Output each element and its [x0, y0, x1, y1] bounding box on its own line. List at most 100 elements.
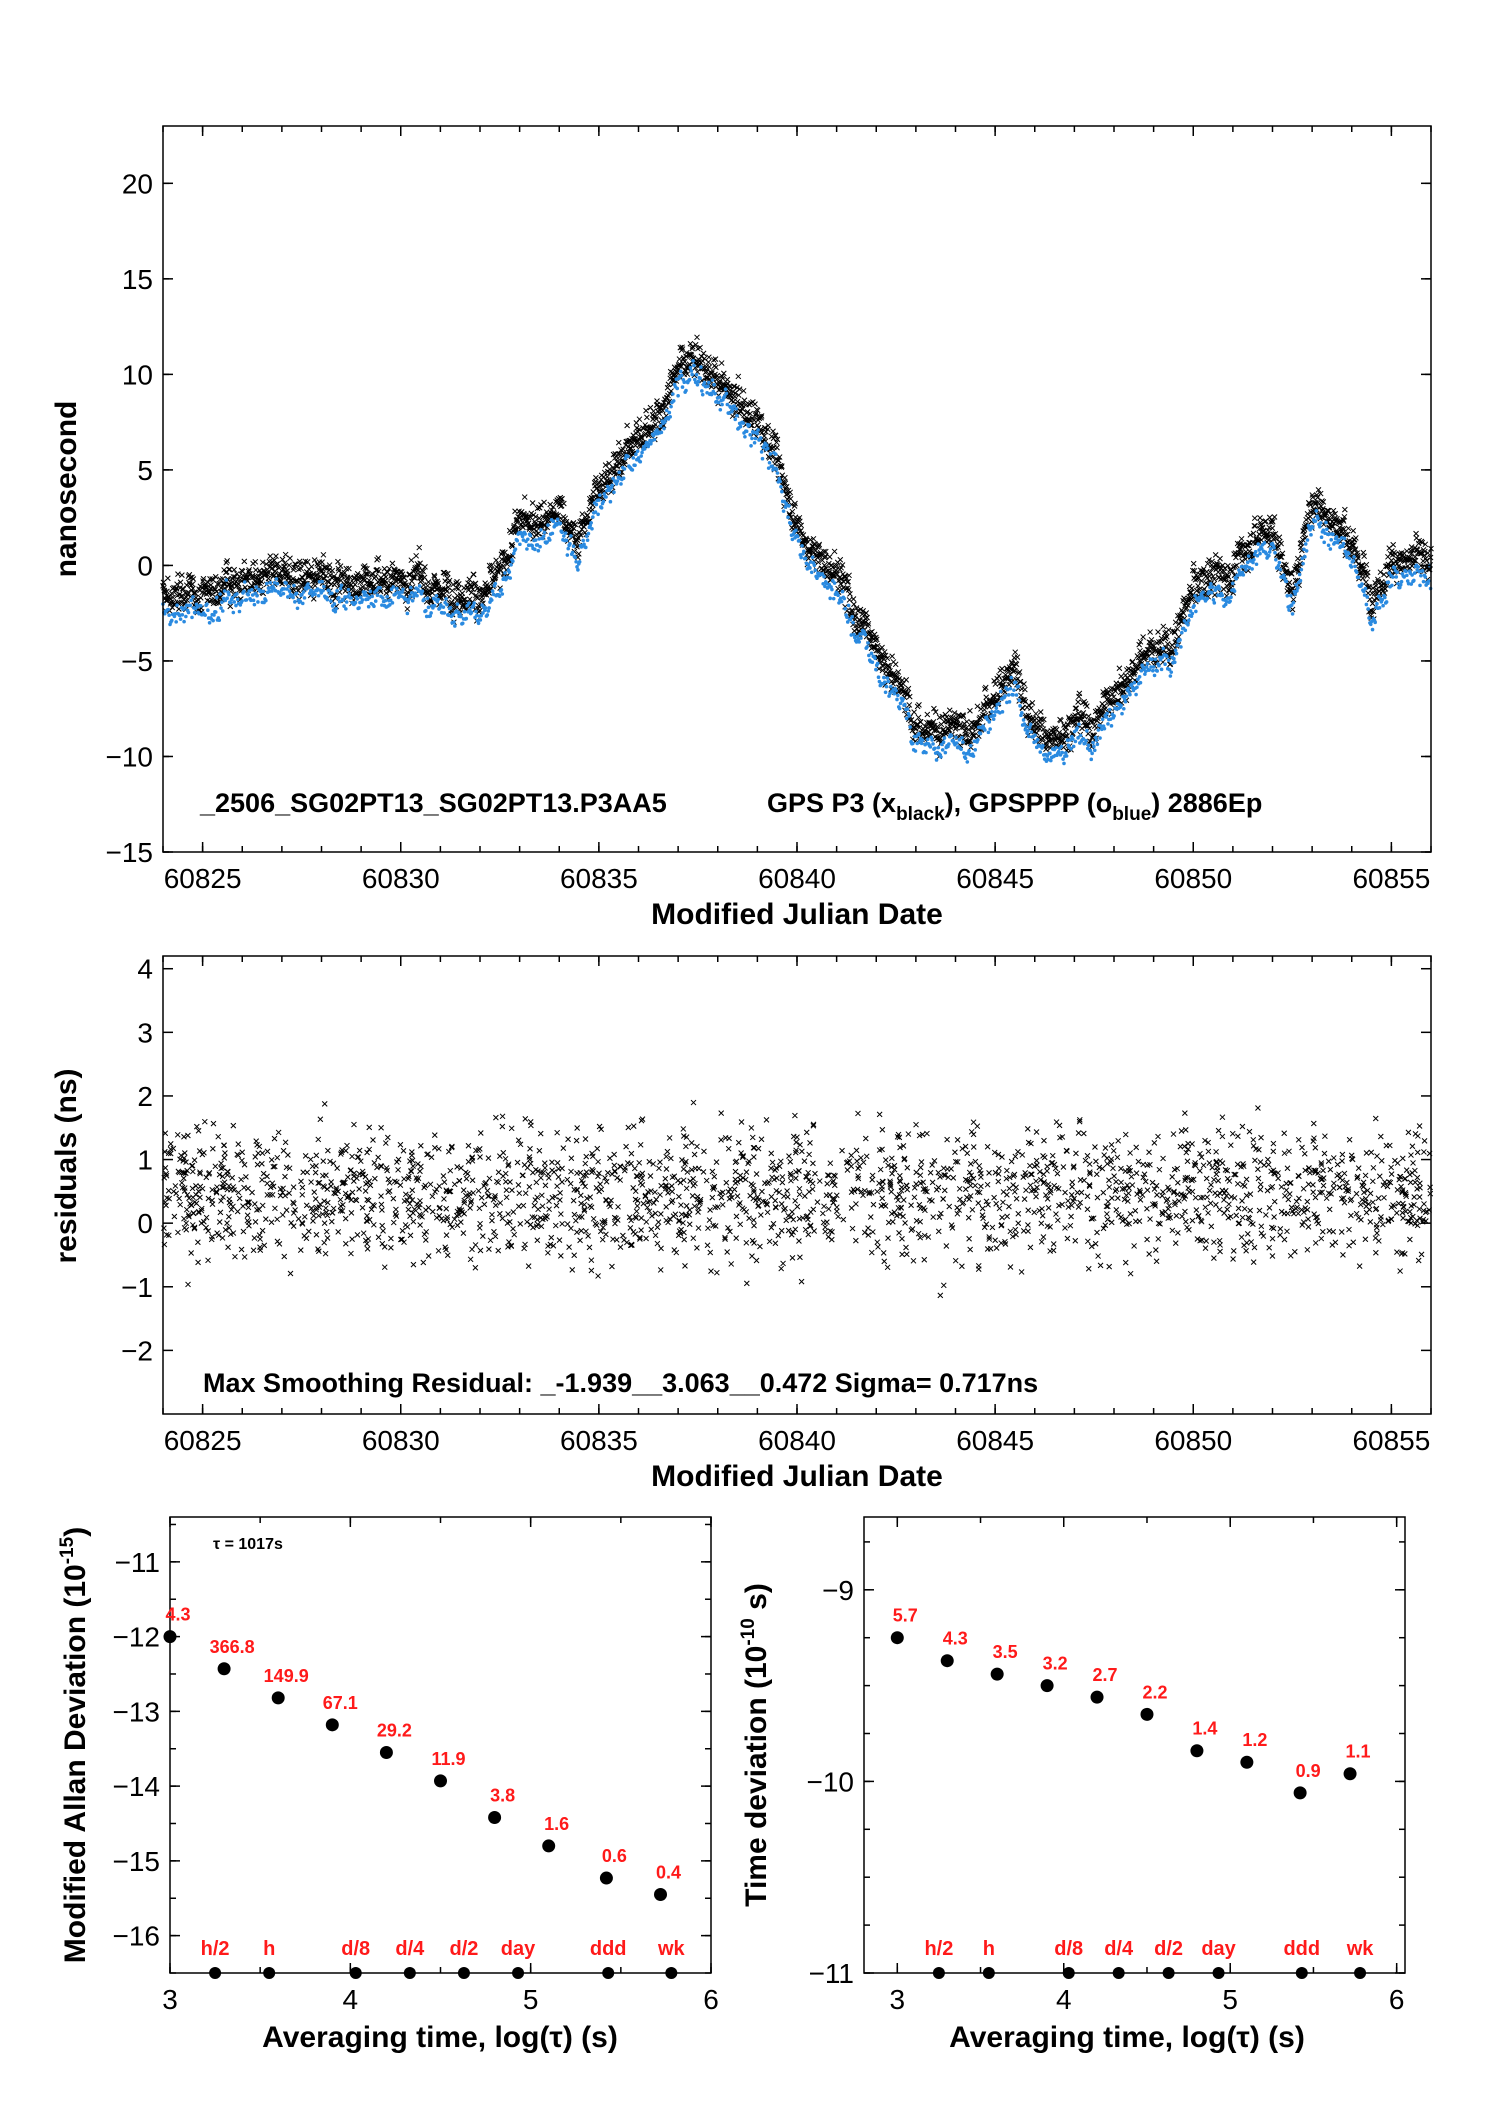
blue-point	[581, 538, 585, 543]
blue-point	[1274, 557, 1278, 562]
blue-point	[213, 610, 218, 614]
residual-point	[1388, 1164, 1394, 1171]
blue-point	[594, 502, 599, 507]
blue-point	[274, 577, 279, 581]
blue-point	[753, 436, 758, 441]
blue-point	[659, 430, 664, 435]
residual-point	[655, 1219, 662, 1225]
blue-point	[1234, 576, 1239, 581]
blue-point	[1096, 728, 1101, 732]
black-x-point	[308, 563, 315, 570]
black-x-point	[913, 726, 919, 732]
black-x-point	[706, 364, 713, 370]
blue-point	[809, 570, 814, 575]
blue-point	[1092, 744, 1096, 749]
blue-point	[889, 684, 893, 689]
blue-point	[1135, 685, 1139, 690]
black-x-point	[864, 614, 870, 621]
blue-point	[472, 601, 476, 605]
black-x-point	[359, 584, 366, 590]
blue-point	[1150, 668, 1155, 673]
blue-point	[489, 598, 494, 602]
black-x-point	[488, 562, 495, 569]
blue-point	[206, 608, 210, 613]
blue-point	[1166, 658, 1171, 662]
black-x-point	[1165, 627, 1172, 633]
black-x-point	[422, 564, 428, 570]
black-x-point	[341, 569, 348, 576]
blue-point	[1268, 547, 1273, 551]
black-x-point	[601, 469, 608, 476]
blue-point	[1301, 561, 1305, 566]
blue-point	[1404, 569, 1408, 574]
residual-point	[1054, 1217, 1061, 1224]
blue-point	[1299, 567, 1304, 572]
residual-point	[801, 1193, 808, 1200]
blue-point	[1356, 575, 1361, 580]
blue-point	[338, 586, 343, 591]
residual-point	[935, 1169, 942, 1176]
blue-point	[508, 576, 513, 580]
blue-point	[874, 667, 878, 672]
black-x-point	[1160, 623, 1167, 630]
blue-point	[1094, 738, 1099, 742]
blue-point	[1194, 609, 1198, 614]
black-x-point	[1192, 576, 1199, 583]
top-title: _2506_SG02PT13_SG02PT13.P3AA5	[199, 788, 667, 818]
black-x-point	[740, 400, 747, 407]
blue-point	[876, 675, 881, 680]
blue-point	[327, 588, 331, 593]
blue-point	[1187, 618, 1191, 623]
blue-point	[774, 467, 779, 472]
blue-point	[799, 555, 803, 560]
black-x-point	[593, 474, 599, 481]
black-x-point	[212, 573, 219, 580]
black-x-point	[709, 370, 715, 377]
residual-point	[663, 1204, 670, 1210]
black-x-point	[528, 524, 534, 530]
blue-point	[291, 595, 295, 600]
blue-point	[839, 599, 844, 604]
blue-point	[851, 620, 855, 625]
blue-point	[1033, 733, 1037, 737]
black-x-point	[1185, 602, 1191, 609]
blue-point	[808, 566, 812, 570]
legend-mid: ), GPSPPP (o	[945, 788, 1113, 818]
black-x-point	[1214, 564, 1221, 570]
black-x-point	[822, 554, 828, 561]
black-x-point	[753, 410, 759, 417]
black-x-point	[1120, 688, 1127, 695]
blue-point	[1244, 567, 1248, 572]
black-x-point	[947, 714, 954, 721]
residual-point	[896, 1172, 903, 1179]
black-x-point	[513, 526, 519, 533]
black-x-point	[837, 556, 844, 563]
blue-point	[688, 365, 693, 370]
blue-point	[884, 684, 889, 689]
black-x-point	[1423, 557, 1430, 564]
blue-point	[694, 372, 699, 377]
blue-point	[1016, 684, 1021, 689]
residual-point	[1410, 1160, 1416, 1166]
blue-point	[1217, 587, 1222, 591]
blue-point	[190, 615, 194, 620]
residual-point	[520, 1202, 527, 1209]
blue-point	[1347, 556, 1352, 561]
blue-point	[205, 602, 209, 606]
black-x-point	[1004, 667, 1011, 674]
residual-point	[1353, 1190, 1360, 1197]
black-x-point	[493, 557, 500, 564]
black-x-point	[244, 574, 251, 581]
blue-point	[538, 544, 542, 549]
blue-point	[668, 415, 672, 419]
blue-point	[1119, 703, 1123, 708]
blue-point	[409, 585, 413, 590]
black-x-point	[989, 699, 996, 706]
black-x-point	[748, 400, 754, 406]
blue-point	[1157, 663, 1161, 668]
blue-point	[949, 733, 954, 738]
blue-point	[1360, 582, 1364, 586]
blue-point	[518, 542, 522, 547]
blue-point	[211, 618, 215, 623]
residual-point	[465, 1142, 472, 1149]
